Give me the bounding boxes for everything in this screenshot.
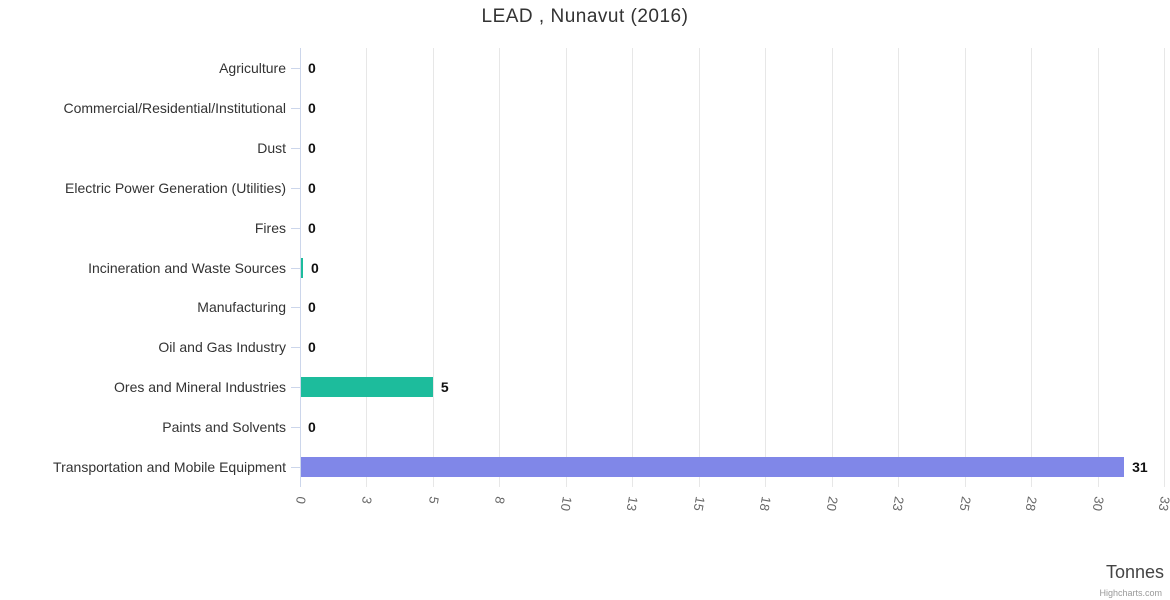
x-axis-tick-text: 13 (624, 495, 642, 513)
x-axis-title: Tonnes (1105, 562, 1164, 582)
category-label: Manufacturing (197, 299, 286, 316)
y-axis-tick (291, 387, 300, 389)
y-axis-tick (291, 107, 300, 109)
data-label: 5 (440, 379, 449, 396)
x-axis-tick-label: 10 (558, 495, 589, 515)
y-axis-tick (291, 347, 300, 349)
x-axis-tick-label: 30 (1089, 495, 1121, 515)
gridline (831, 48, 833, 487)
x-axis-tick-label: 0 (293, 495, 316, 515)
gridline (1097, 48, 1099, 487)
data-label: 0 (308, 339, 316, 356)
x-axis-tick-label: 18 (757, 495, 788, 515)
category-label: Oil and Gas Industry (158, 339, 286, 356)
data-label: 0 (308, 99, 316, 116)
gridline (632, 48, 634, 487)
bar[interactable] (300, 377, 433, 398)
x-axis-tick-label: 3 (359, 495, 382, 515)
data-label: 0 (311, 259, 319, 276)
x-axis-tick-text: 28 (1022, 495, 1041, 513)
y-axis-tick (291, 67, 300, 69)
x-axis-tick-label: 13 (624, 495, 655, 515)
y-axis-tick (291, 147, 300, 149)
x-axis-tick-label: 5 (426, 495, 449, 515)
bar[interactable] (300, 457, 1125, 478)
y-axis-tick (291, 187, 300, 189)
gridline (1164, 48, 1165, 487)
category-label: Electric Power Generation (Utilities) (65, 179, 286, 196)
category-label: Paints and Solvents (162, 419, 286, 436)
y-axis-line (300, 48, 301, 487)
category-label: Commercial/Residential/Institutional (63, 99, 286, 116)
x-axis-tick-text: 15 (690, 495, 708, 513)
x-axis-tick-label: 15 (690, 495, 722, 515)
y-axis-tick (291, 467, 300, 469)
x-axis-tick-text: 0 (292, 495, 309, 506)
x-axis-tick-label: 28 (1023, 495, 1054, 515)
gridline (765, 48, 767, 487)
category-label: Incineration and Waste Sources (88, 259, 286, 276)
y-axis-tick (291, 427, 300, 429)
x-axis-tick-text: 18 (756, 495, 775, 513)
x-axis-tick-text: 23 (889, 495, 908, 513)
x-axis-tick-text: 33 (1155, 495, 1170, 513)
data-label: 0 (308, 299, 316, 316)
x-axis-tick-text: 25 (956, 495, 974, 513)
gridline (964, 48, 966, 487)
data-label: 0 (308, 59, 316, 76)
gridline (432, 48, 434, 487)
x-axis-tick-label: 8 (492, 495, 515, 515)
category-label: Agriculture (219, 59, 286, 76)
y-axis-tick (291, 227, 300, 229)
category-label: Transportation and Mobile Equipment (53, 459, 286, 476)
gridline (366, 48, 368, 487)
highcharts-credit-link[interactable]: Highcharts.com (1099, 588, 1162, 598)
bar[interactable] (300, 257, 303, 278)
y-axis-tick (291, 307, 300, 309)
plot-area (300, 48, 1165, 487)
category-label: Ores and Mineral Industries (114, 379, 286, 396)
x-axis-tick-label: 23 (890, 495, 921, 515)
gridline (565, 48, 567, 487)
gridline (499, 48, 501, 487)
gridline (1031, 48, 1033, 487)
category-label: Dust (257, 139, 286, 156)
data-label: 0 (308, 179, 316, 196)
x-axis-tick-text: 5 (425, 495, 442, 506)
gridline (698, 48, 700, 487)
x-axis-tick-text: 10 (557, 495, 575, 513)
data-label: 31 (1132, 459, 1148, 476)
x-axis-tick-text: 20 (823, 495, 841, 513)
y-axis-tick (291, 267, 300, 269)
x-axis-tick-text: 3 (359, 495, 376, 506)
data-label: 0 (308, 219, 316, 236)
data-label: 0 (308, 139, 316, 156)
x-axis-tick-label: 25 (956, 495, 988, 515)
chart-title: LEAD , Nunavut (2016) (481, 6, 689, 27)
x-axis-tick-text: 30 (1089, 495, 1107, 513)
x-axis-tick-label: 20 (823, 495, 855, 515)
category-label: Fires (254, 219, 286, 236)
x-axis-tick-text: 8 (492, 495, 509, 506)
gridline (898, 48, 900, 487)
data-label: 0 (308, 419, 316, 436)
